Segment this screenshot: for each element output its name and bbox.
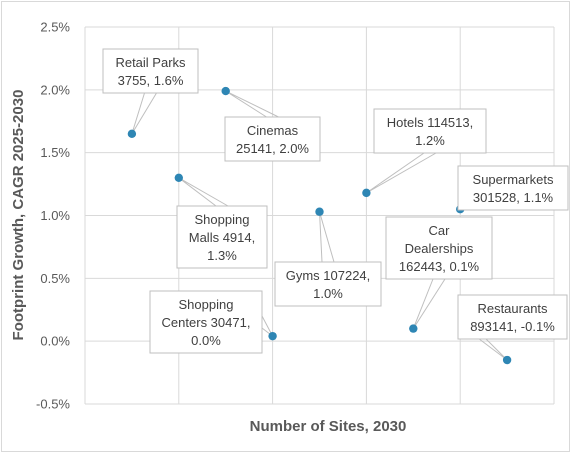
callout-leader: [412, 278, 446, 329]
data-label-line: Restaurants: [477, 301, 548, 316]
data-point: [315, 207, 324, 216]
callout-box: [224, 116, 321, 162]
data-label: Restaurants 893141, -0.1%: [457, 294, 568, 340]
data-label-line: Shopping: [179, 297, 234, 312]
y-tick-label: 1.5%: [40, 145, 70, 160]
data-label: Hotels 114513, 1.2%: [373, 108, 487, 154]
y-tick-label: 1.0%: [40, 208, 70, 223]
data-label-line: Malls 4914,: [189, 230, 255, 245]
callout-leader: [225, 90, 279, 118]
y-axis-ticks: 2.5% 2.0% 1.5% 1.0% 0.5% 0.0% -0.5%: [36, 20, 70, 412]
data-label: Supermarkets 301528, 1.1%: [457, 165, 569, 211]
data-label: Shopping Malls 4914, 1.3%: [176, 205, 268, 269]
data-label-line: 162443, 0.1%: [399, 259, 480, 274]
callout-box: [176, 205, 268, 269]
y-tick-label: 0.0%: [40, 334, 70, 349]
data-label: Car Dealerships 162443, 0.1%: [385, 216, 493, 280]
data-label-line: 1.2%: [415, 133, 445, 148]
x-axis-title: Number of Sites, 2030: [250, 418, 407, 435]
data-label-line: 0.0%: [191, 333, 221, 348]
data-label: Shopping Centers 30471, 0.0%: [149, 290, 263, 354]
callout-leader: [319, 211, 335, 263]
y-axis-title: Footprint Growth, CAGR 2025-2030: [10, 90, 27, 341]
data-label-line: 1.0%: [313, 286, 343, 301]
data-label-line: Shopping: [195, 212, 250, 227]
data-label-line: Dealerships: [405, 241, 474, 256]
callout-box: [385, 216, 493, 280]
callout-box: [274, 261, 382, 307]
data-label: Gyms 107224, 1.0%: [274, 261, 382, 307]
y-tick-label: -0.5%: [36, 397, 70, 412]
data-point: [362, 188, 371, 198]
data-label-line: 3755, 1.6%: [118, 73, 184, 88]
data-point: [221, 86, 230, 96]
callout-leader: [366, 152, 437, 194]
y-tick-label: 0.5%: [40, 271, 70, 286]
data-label-line: Hotels 114513,: [387, 115, 474, 130]
data-label-line: Cinemas: [247, 123, 299, 138]
data-label-line: Retail Parks: [115, 55, 186, 70]
data-label: Retail Parks 3755, 1.6%: [102, 48, 199, 94]
data-point: [127, 129, 137, 139]
callout-leader: [178, 177, 229, 207]
data-label-line: 301528, 1.1%: [473, 190, 554, 205]
data-point: [502, 355, 512, 365]
data-labels: Retail Parks 3755, 1.6% Shopping Malls 4914…: [102, 48, 569, 354]
callout-box: [457, 294, 568, 340]
data-point: [174, 173, 183, 182]
callout-leader: [131, 92, 157, 135]
y-tick-label: 2.0%: [40, 82, 70, 97]
y-tick-label: 2.5%: [40, 20, 70, 35]
data-label-line: 25141, 2.0%: [236, 141, 309, 156]
callout-box: [102, 48, 199, 94]
data-label-line: 893141, -0.1%: [470, 319, 555, 334]
callout-box: [373, 108, 487, 154]
data-label: Cinemas 25141, 2.0%: [224, 116, 321, 162]
data-label-line: Supermarkets: [473, 172, 554, 187]
callout-box: [457, 165, 569, 211]
callout-box: [149, 290, 263, 354]
data-label-line: 1.3%: [207, 248, 237, 263]
data-point: [268, 331, 277, 341]
data-label-line: Centers 30471,: [162, 315, 251, 330]
data-label-line: Gyms 107224,: [286, 268, 371, 283]
data-label-line: Car: [429, 223, 451, 238]
data-point: [409, 324, 418, 333]
